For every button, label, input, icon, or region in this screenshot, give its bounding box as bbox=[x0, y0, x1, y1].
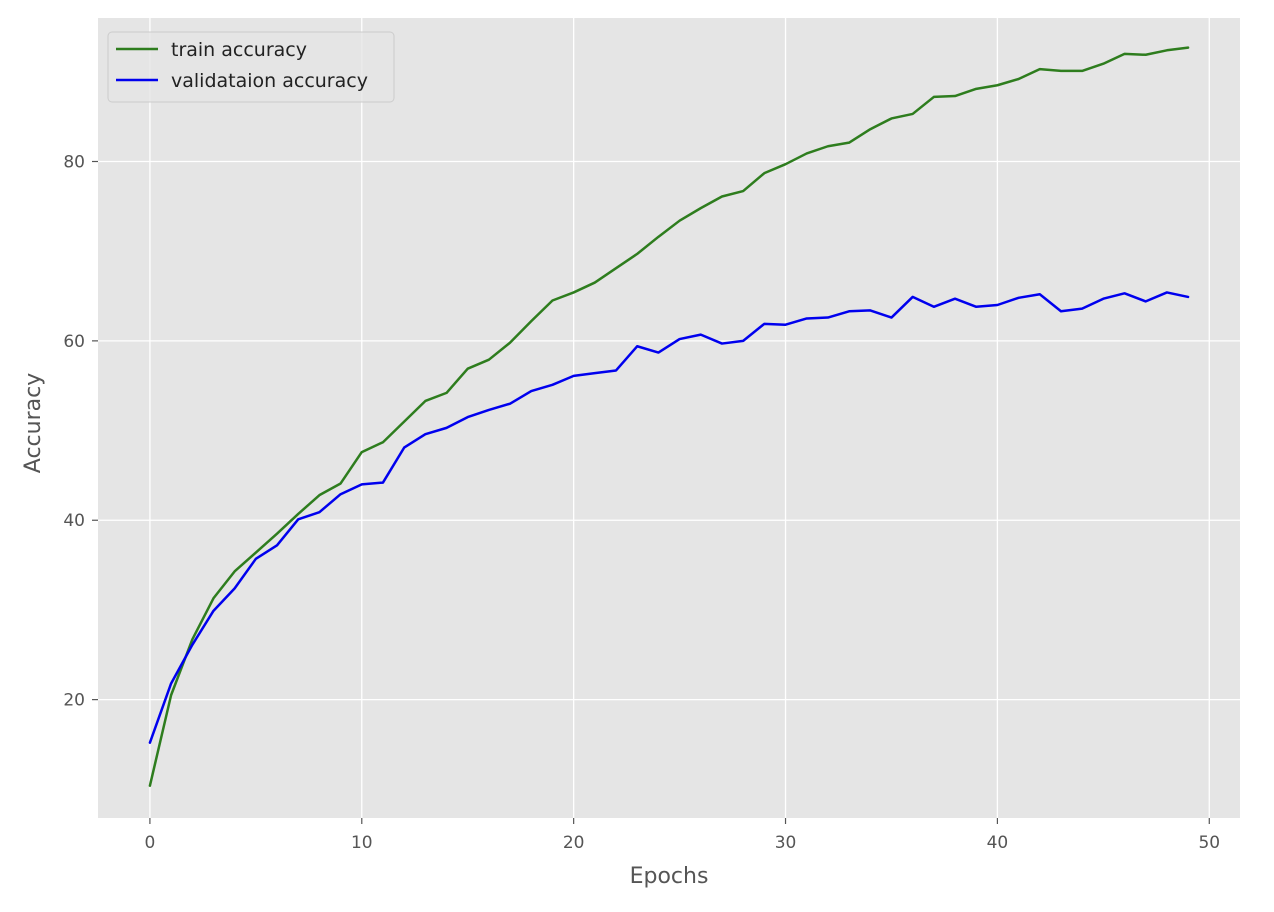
legend-label-train: train accuracy bbox=[171, 39, 307, 61]
y-tick-label: 20 bbox=[63, 691, 85, 711]
grid-lines bbox=[98, 18, 1240, 818]
y-tick-label: 80 bbox=[63, 152, 85, 172]
y-tick-label: 40 bbox=[63, 511, 85, 531]
x-tick-label: 40 bbox=[987, 833, 1009, 853]
x-tick-label: 50 bbox=[1198, 833, 1220, 853]
legend-box bbox=[107, 31, 395, 103]
x-axis-title: Epochs bbox=[630, 864, 709, 889]
x-tick-label: 20 bbox=[563, 833, 585, 853]
x-tick-label: 30 bbox=[775, 833, 797, 853]
x-tick-label: 0 bbox=[144, 833, 155, 853]
series-lines bbox=[148, 46, 1190, 787]
legend-label-validation: validataion accuracy bbox=[171, 70, 368, 92]
plot-area-background bbox=[98, 18, 1240, 818]
x-axis-ticks: 0 10 20 30 40 50 bbox=[144, 818, 1220, 853]
legend: train accuracy validataion accuracy bbox=[107, 31, 395, 103]
y-axis-ticks: 20 40 60 80 bbox=[63, 152, 98, 711]
train-accuracy-line bbox=[148, 46, 1190, 787]
y-axis-title: Accuracy bbox=[21, 373, 46, 473]
y-tick-label: 60 bbox=[63, 332, 85, 352]
x-tick-label: 10 bbox=[351, 833, 373, 853]
validation-accuracy-line bbox=[148, 291, 1190, 744]
